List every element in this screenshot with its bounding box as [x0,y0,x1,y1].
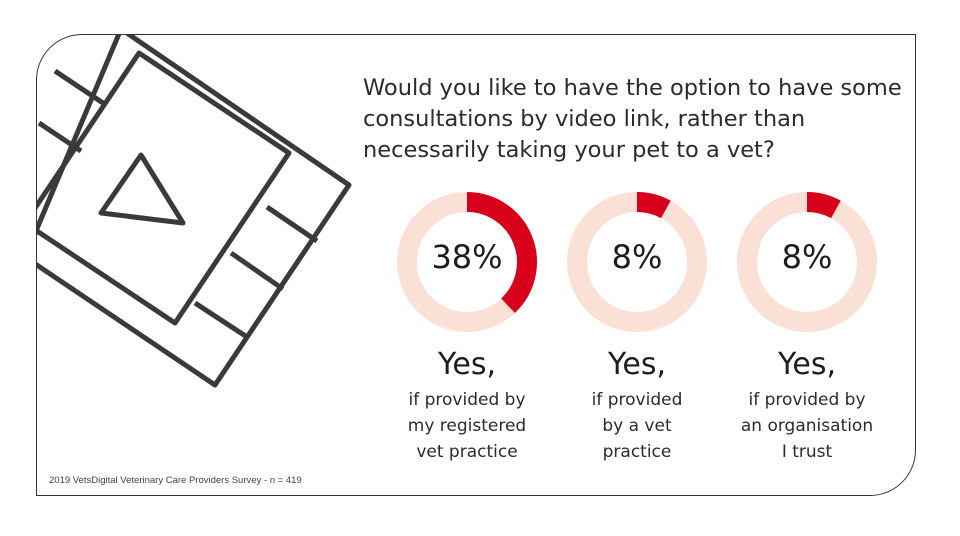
source-footnote: 2019 VetsDigital Veterinary Care Provide… [49,475,302,486]
film-perforation [265,204,319,244]
donut-chart-3 [737,192,877,332]
film-frame-outer [37,35,352,388]
film-strip-play-icon [37,35,352,388]
donut-track [737,192,877,332]
answer-caption: if provided by an organisation I trust [740,390,874,462]
donut-value-arc [806,192,841,219]
donut-item-2: 8% Yes, if provided by a vet practice [552,187,722,465]
film-perforation [193,300,249,340]
answer-heading: Yes, [778,347,836,382]
film-perforation [37,120,83,154]
infographic-card: Would you like to have the option to hav… [36,34,916,496]
play-icon [98,152,186,226]
film-perforation [53,68,105,106]
donut-value-arc [636,192,671,219]
film-screen [37,50,292,326]
donut-item-3: 8% Yes, if provided by an organisation I… [722,187,892,465]
answer-caption: if provided by my registered vet practic… [407,390,527,462]
donut-item-1: 38% Yes, if provided by my registered ve… [382,187,552,465]
answer-caption: if provided by a vet practice [591,390,683,462]
donut-chart-2 [567,192,707,332]
answer-heading: Yes, [438,347,496,382]
answer-heading: Yes, [608,347,666,382]
donut-chart-1 [397,192,537,332]
question-heading: Would you like to have the option to hav… [363,75,902,163]
donut-track [567,192,707,332]
donut-value-arc [466,192,537,314]
film-perforation [229,250,285,292]
